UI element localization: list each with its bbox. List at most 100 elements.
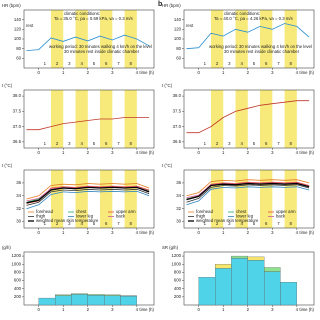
bar bbox=[55, 294, 72, 296]
work-period bbox=[235, 90, 248, 148]
y-tick-label: 140 bbox=[174, 17, 182, 22]
legend-label: chest bbox=[236, 209, 247, 214]
x-tick-label: 1 bbox=[62, 307, 65, 312]
period-label: 5 bbox=[253, 221, 256, 226]
period-label: 5 bbox=[93, 61, 96, 66]
y-tick-label: 400 bbox=[14, 286, 22, 291]
annotation: 30 minutes rest inside climatic chamber bbox=[224, 49, 300, 54]
x-tick-label: 2 bbox=[247, 230, 250, 235]
bar bbox=[215, 264, 232, 269]
line bbox=[186, 179, 310, 197]
x-axis-label: time (h) bbox=[299, 70, 314, 75]
bar bbox=[104, 295, 121, 306]
x-tick-label: 3 bbox=[111, 230, 114, 235]
y-axis-label: SR (g/h) bbox=[162, 245, 179, 250]
y-tick-label: 800 bbox=[174, 270, 182, 275]
y-tick-label: 36.5 bbox=[173, 139, 182, 144]
x-tick-label: 2 bbox=[247, 150, 250, 155]
work-period bbox=[284, 170, 297, 228]
period-label: 5 bbox=[93, 141, 96, 146]
period-label: 2 bbox=[56, 141, 59, 146]
plot-frame bbox=[183, 89, 315, 149]
bar bbox=[247, 260, 265, 306]
y-tick-label: 37.0 bbox=[173, 124, 182, 129]
x-tick-label: 4 bbox=[296, 307, 299, 312]
line bbox=[186, 184, 310, 203]
x-tick-label: 1 bbox=[62, 70, 65, 75]
x-tick-label: 3 bbox=[271, 150, 274, 155]
work-period bbox=[100, 10, 113, 68]
period-label: 8 bbox=[130, 141, 133, 146]
annotation: Ta = 35.0 °C, pa = 0.69 kPa, va = 0.3 m/… bbox=[54, 16, 133, 21]
y-tick-label: 1000 bbox=[11, 261, 21, 266]
x-tick-label: 1 bbox=[62, 230, 65, 235]
x-tick-label: 4 bbox=[136, 150, 139, 155]
period-label: 2 bbox=[216, 221, 219, 226]
work-period bbox=[124, 90, 137, 148]
period-label: 3 bbox=[68, 221, 71, 226]
x-tick-label: 2 bbox=[247, 307, 250, 312]
period-label: 8 bbox=[290, 141, 293, 146]
legend-label: back bbox=[116, 214, 126, 219]
period-label: 8 bbox=[130, 61, 133, 66]
x-tick-label: 2 bbox=[87, 307, 90, 312]
y-axis-label: t (°C) bbox=[162, 83, 173, 88]
x-axis-label: time (h) bbox=[299, 150, 314, 155]
y-tick-label: 100 bbox=[174, 36, 182, 41]
y-axis-label: HR (bpm) bbox=[2, 3, 21, 8]
x-axis-label: time (h) bbox=[139, 230, 154, 235]
y-tick-label: 38.0 bbox=[173, 93, 182, 98]
x-tick-label: 1 bbox=[62, 150, 65, 155]
x-tick-label: 1 bbox=[222, 150, 225, 155]
y-axis-label: t (°C) bbox=[2, 163, 13, 168]
y-tick-label: 37.0 bbox=[13, 124, 22, 129]
line bbox=[26, 190, 150, 210]
period-label: 6 bbox=[105, 61, 108, 66]
legend-label: forehead bbox=[196, 209, 214, 214]
y-tick-label: 38.0 bbox=[13, 93, 22, 98]
legend-label: lower leg bbox=[236, 214, 254, 219]
legend-label: weighted mean skin temperature bbox=[36, 218, 99, 223]
legend-label: upper arm bbox=[276, 209, 296, 214]
period-label: 6 bbox=[265, 221, 268, 226]
x-tick-label: 0 bbox=[198, 150, 201, 155]
period-label: 7 bbox=[117, 141, 120, 146]
y-tick-label: 30 bbox=[16, 219, 21, 224]
line bbox=[186, 100, 310, 134]
x-tick-label: 0 bbox=[38, 307, 41, 312]
y-tick-label: 37.5 bbox=[13, 109, 22, 114]
legend-label: upper arm bbox=[116, 209, 136, 214]
period-label: 4 bbox=[240, 61, 243, 66]
x-tick-label: 4 bbox=[296, 150, 299, 155]
y-tick-label: 100 bbox=[14, 36, 22, 41]
line bbox=[26, 34, 150, 51]
annotation: working period: 30 minutes walking 4 km/… bbox=[49, 44, 152, 49]
x-tick-label: 1 bbox=[222, 307, 225, 312]
x-tick-label: 4 bbox=[296, 230, 299, 235]
x-axis-label: time (h) bbox=[139, 70, 154, 75]
period-label: 3 bbox=[68, 61, 71, 66]
x-tick-label: 0 bbox=[198, 70, 201, 75]
line bbox=[186, 23, 310, 50]
x-axis-label: time (h) bbox=[299, 307, 314, 312]
x-tick-label: 0 bbox=[198, 230, 201, 235]
annotation: Ta = 40.0 °C, pa = 4.26 kPa, va = 0.3 m/… bbox=[214, 16, 293, 21]
x-tick-label: 4 bbox=[136, 230, 139, 235]
x-tick-label: 2 bbox=[87, 150, 90, 155]
bar bbox=[120, 295, 137, 306]
x-tick-label: 1 bbox=[222, 230, 225, 235]
period-label: 4 bbox=[240, 221, 243, 226]
period-label: 6 bbox=[265, 141, 268, 146]
line bbox=[186, 186, 310, 206]
y-tick-label: 120 bbox=[14, 26, 22, 31]
period-label: 3 bbox=[228, 141, 231, 146]
period-label: 1 bbox=[204, 61, 207, 66]
y-tick-label: 34 bbox=[176, 193, 181, 198]
x-tick-label: 2 bbox=[247, 70, 250, 75]
period-label: 8 bbox=[130, 221, 133, 226]
line bbox=[26, 186, 150, 204]
y-tick-label: 600 bbox=[14, 278, 22, 283]
period-label: 7 bbox=[277, 141, 280, 146]
period-label: 2 bbox=[56, 61, 59, 66]
y-tick-label: 200 bbox=[14, 294, 22, 299]
